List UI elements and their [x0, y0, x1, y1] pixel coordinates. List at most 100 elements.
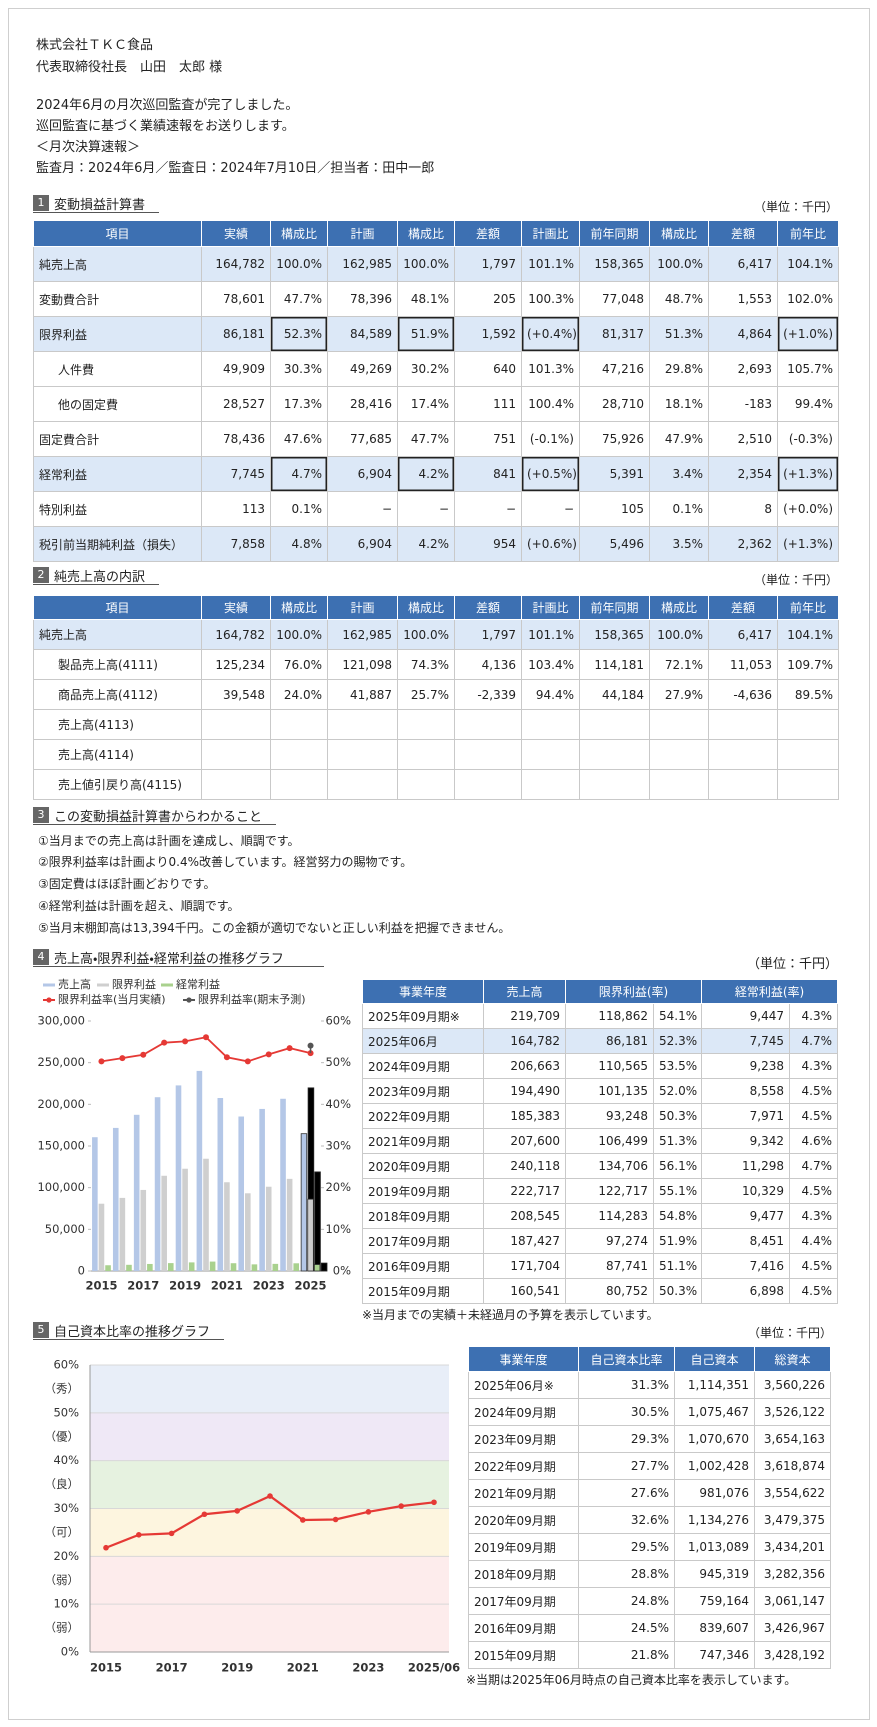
empty-cell: [579, 739, 650, 770]
empty-cell: [327, 769, 398, 800]
bar: [182, 1168, 188, 1271]
table-cell: 747,346: [674, 1641, 755, 1669]
table-cell: 6,904: [327, 526, 398, 562]
bar: [126, 1264, 132, 1271]
table-note: ※当月までの実績＋未経過月の予算を表示しています。: [362, 1308, 659, 1322]
table-cell: (+1.3%): [777, 456, 839, 492]
empty-cell: [649, 739, 709, 770]
table-cell: 2021年09月期: [362, 1128, 484, 1154]
table-cell: 3,560,226: [754, 1371, 831, 1399]
table-cell: 205: [454, 281, 522, 317]
table-cell: 3,434,201: [754, 1533, 831, 1561]
column-header: 差額: [708, 595, 778, 620]
bar: [161, 1175, 167, 1271]
bar: [140, 1189, 147, 1271]
bar: [196, 1070, 203, 1271]
table-cell: 77,048: [579, 281, 650, 317]
table-cell: 1,002,428: [674, 1452, 755, 1480]
table-cell: 47.9%: [649, 421, 709, 457]
bar: [280, 1098, 286, 1271]
table-cell: 51.3%: [649, 316, 709, 352]
table-cell: 21.8%: [578, 1641, 675, 1669]
table-cell: 1,013,089: [674, 1533, 755, 1561]
table-cell: 2019年09月期: [468, 1533, 579, 1561]
bar: [119, 1197, 126, 1271]
column-header: 事業年度: [468, 1346, 579, 1372]
table-cell: 162,985: [327, 246, 398, 282]
empty-cell: [397, 769, 455, 800]
ratio-point: [267, 1493, 273, 1499]
table-cell: 3,618,874: [754, 1452, 831, 1480]
table-cell: 954: [454, 526, 522, 562]
table-cell: 194,490: [483, 1078, 566, 1104]
table-cell: 4.5%: [789, 1078, 838, 1104]
table-cell: 2023年09月期: [362, 1078, 484, 1104]
bar: [112, 1127, 119, 1271]
header-row: 事業年度 自己資本比率 自己資本 総資本: [468, 1346, 831, 1372]
table-cell: 41,887: [327, 679, 398, 710]
table-row: 人件費 49,909 30.3% 49,269 30.2% 640 101.3% 47,216…: [33, 351, 839, 387]
table-cell: 114,283: [565, 1203, 654, 1229]
x-tick-label: 2019: [169, 1279, 201, 1293]
section-number: 4: [33, 949, 49, 965]
table-cell: 7,416: [701, 1253, 790, 1279]
column-header: 構成比: [397, 220, 455, 247]
y-tick-label: 300,000: [37, 1014, 85, 1028]
table-cell: 24.0%: [270, 679, 328, 710]
table-cell: 51.3%: [653, 1128, 702, 1154]
rating-band: [90, 1556, 449, 1605]
rate-point: [223, 1054, 230, 1061]
bar: [230, 1263, 237, 1271]
table-cell: 25.7%: [397, 679, 455, 710]
table-cell: 101.1%: [521, 246, 580, 282]
equity-ratio-chart: （秀） （優） （良） （可） （弱） （弱） 0% 10% 20% 30% 40% 50% 60% 20…: [45, 1358, 461, 1675]
column-header: 前年比: [777, 595, 839, 620]
table-cell: 187,427: [483, 1228, 566, 1254]
table-cell: 2016年09月期: [362, 1253, 484, 1279]
table-row: 2019年09月期 222,717 122,717 55.1% 10,329 4.5%: [362, 1178, 838, 1204]
table-cell: 47,216: [579, 351, 650, 387]
y-tick-label: 0%: [61, 1645, 79, 1659]
table-cell: 5,496: [579, 526, 650, 562]
section-heading: 5 自己資本比率の推移グラフ: [33, 1321, 225, 1340]
table-row: 純売上高 164,782 100.0% 162,985 100.0% 1,797 101.1…: [33, 619, 839, 650]
table-cell: 99.4%: [777, 386, 839, 422]
y-tick-label: 250,000: [37, 1055, 85, 1069]
table-cell: 945,319: [674, 1560, 755, 1588]
table-row: 2025年09月期※ 219,709 118,862 54.1% 9,447 4.3%: [362, 1003, 838, 1029]
table-cell: 税引前当期純利益（損失）: [33, 526, 202, 562]
table-cell: 164,782: [483, 1028, 566, 1054]
table-cell: 人件費: [33, 351, 202, 387]
table-cell: 17.3%: [270, 386, 328, 422]
table-cell: 86,181: [565, 1028, 654, 1054]
table-cell: 104.1%: [777, 619, 839, 650]
table-cell: 商品売上高(4112): [33, 679, 202, 710]
table-cell: 4.5%: [789, 1278, 838, 1304]
column-header: 計画: [327, 595, 398, 620]
x-tick-label: 2017: [156, 1661, 188, 1675]
table-cell: 29.8%: [649, 351, 709, 387]
rate-point: [182, 1038, 189, 1045]
y-tick-label: 20%: [53, 1549, 79, 1563]
table-cell: 2,510: [708, 421, 778, 457]
table-row: 2024年09月期 206,663 110,565 53.5% 9,238 4.3%: [362, 1053, 838, 1079]
band-label: （良）: [45, 1477, 80, 1491]
ratio-point: [201, 1511, 208, 1518]
data-table: 項目 実績 構成比 計画 構成比 差額 計画比 前年同期 構成比 差額 前年比 純売上高 164,782…: [33, 220, 839, 562]
table-row: 2016年09月期 24.5% 839,607 3,426,967: [468, 1614, 831, 1642]
x-tick-label: 2015: [85, 1279, 117, 1293]
table-cell: 185,383: [483, 1103, 566, 1129]
table-cell: (+0.5%): [521, 456, 580, 492]
table-cell: 2024年09月期: [362, 1053, 484, 1079]
bar: [224, 1182, 230, 1271]
table-cell: 18.1%: [649, 386, 709, 422]
section-number: 3: [33, 807, 49, 823]
table-cell: −: [397, 491, 455, 527]
table-cell: 3,061,147: [754, 1587, 831, 1615]
table-cell: 24.5%: [578, 1614, 675, 1642]
y2-tick-label: 40%: [325, 1097, 351, 1111]
table-cell: 6,904: [327, 456, 398, 492]
table-row: 2015年09月期 160,541 80,752 50.3% 6,898 4.5%: [362, 1278, 838, 1304]
table-cell: (+1.0%): [777, 316, 839, 352]
rate-point: [265, 1051, 272, 1058]
